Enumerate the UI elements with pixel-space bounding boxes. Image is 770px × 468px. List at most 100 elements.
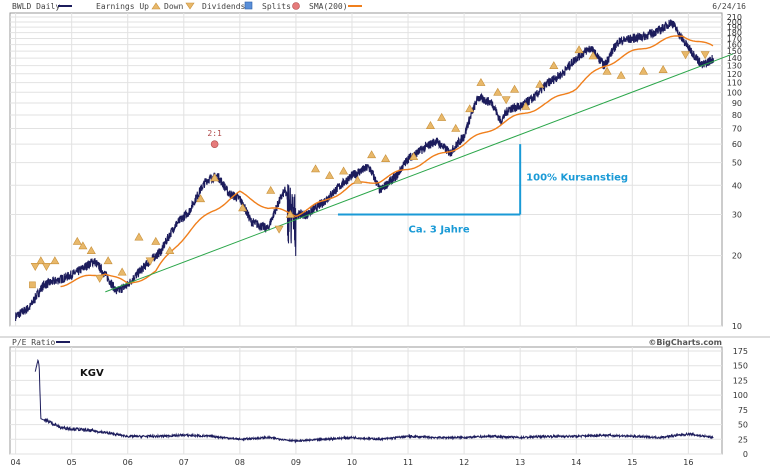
earnings-up-marker [437,112,447,121]
earnings-down-marker [681,51,691,60]
price-y-tick: 100 [727,88,742,97]
pe-label: P/E Ratio [12,338,56,347]
earnings-up-marker [78,241,88,250]
earnings-up-marker [409,152,419,161]
split-icon [292,2,300,10]
price-grid [10,13,722,327]
pe-y-tick: 75 [738,406,748,415]
price-y-tick: 30 [732,210,742,219]
price-line [15,19,715,322]
pe-y-tick: 125 [733,376,748,385]
x-tick-label: 09 [291,458,301,467]
price-y-tick: 140 [727,54,742,63]
earnings-up-marker [238,203,248,212]
legend-earnings-up: Earnings Up [96,2,149,11]
price-y-tick: 10 [732,322,742,331]
earnings-up-marker [510,84,520,93]
price-y-tick: 170 [727,34,742,43]
legend-splits: Splits [262,2,291,11]
source-label: ©BigCharts.com [648,338,722,347]
price-y-tick: 80 [732,111,742,120]
x-tick-label: 10 [347,458,357,467]
x-tick-label: 15 [627,458,637,467]
pe-y-tick: 0 [743,450,748,459]
earnings-down-marker [30,263,40,271]
earnings-up-icon [151,2,161,10]
earnings-up-marker [381,154,391,162]
legend-ticker: BWLD Daily [12,2,60,11]
price-y-tick: 40 [732,181,742,190]
earnings-up-marker [151,236,161,245]
earnings-down-marker [274,225,284,234]
trend-line [105,53,734,293]
earnings-up-marker [658,65,668,73]
earnings-down-marker [95,274,105,283]
price-y-tick: 20 [732,252,742,261]
earnings-down-marker [501,96,511,105]
x-tick-label: 04 [11,458,21,467]
earnings-up-marker [50,256,60,265]
price-y-tick: 150 [727,47,742,56]
split-marker [210,140,219,148]
x-tick-label: 14 [571,458,581,467]
legend: BWLD Daily Earnings Up Down Dividends Sp… [12,1,746,11]
legend-dividends: Dividends [202,2,246,11]
earnings-up-marker [86,246,96,254]
earnings-down-marker [700,51,710,60]
earnings-up-marker [574,45,584,54]
earnings-down-icon [185,2,195,10]
pe-y-axis: 0 25 50 75 100 125 150 175 [733,347,748,459]
earnings-up-marker [285,209,295,218]
earnings-up-marker [638,66,649,75]
price-y-tick: 160 [727,41,742,50]
earnings-up-marker [476,78,486,86]
earnings-marker-layer: 2:1 [29,45,710,289]
pe-y-tick: 50 [738,421,748,430]
earnings-up-marker [117,267,127,276]
pe-y-tick: 100 [733,391,748,400]
earnings-up-marker [535,79,545,88]
x-tick-label: 13 [515,458,525,467]
price-y-tick: 120 [727,70,742,79]
price-y-tick: 200 [727,18,742,27]
dividend-icon [244,1,253,10]
earnings-up-marker [311,164,321,173]
earnings-up-marker [549,61,559,69]
earnings-up-marker [451,123,461,132]
pe-grid [10,347,722,455]
earnings-up-marker [72,236,82,245]
price-y-tick: 210 [727,13,742,22]
legend-date: 6/24/16 [712,2,746,11]
earnings-down-marker [145,257,155,266]
pe-series-layer [34,358,714,444]
price-y-tick: 50 [732,159,742,168]
earnings-up-marker [616,70,626,79]
x-tick-label: 07 [179,458,189,467]
earnings-up-marker [602,66,612,75]
price-y-axis: 1020304050607080901001101201301401501601… [727,13,742,331]
earnings-up-marker [367,150,377,159]
x-tick-label: 08 [235,458,245,467]
split-label: 2:1 [207,129,222,138]
price-y-tick: 60 [732,140,742,149]
earnings-up-marker [521,101,531,110]
legend-sma: SMA(200) [309,2,348,11]
price-y-tick: 130 [727,62,742,71]
price-y-tick: 70 [732,125,742,134]
duration-annotation: Ca. 3 Jahre [409,224,470,235]
price-y-tick: 90 [732,99,742,108]
earnings-up-marker [588,51,598,60]
dividend-marker [29,281,36,289]
pe-y-tick: 25 [738,435,748,444]
pe-line [34,358,714,444]
earnings-up-marker [165,246,175,254]
legend-down: Down [164,2,183,11]
pe-y-tick: 150 [733,362,748,371]
earnings-up-marker [210,173,220,182]
x-tick-label: 06 [123,458,133,467]
x-tick-label: 16 [683,458,693,467]
earnings-up-marker [103,256,113,265]
earnings-up-marker [425,121,435,129]
price-y-tick: 180 [727,29,742,38]
earnings-up-marker [196,194,206,203]
